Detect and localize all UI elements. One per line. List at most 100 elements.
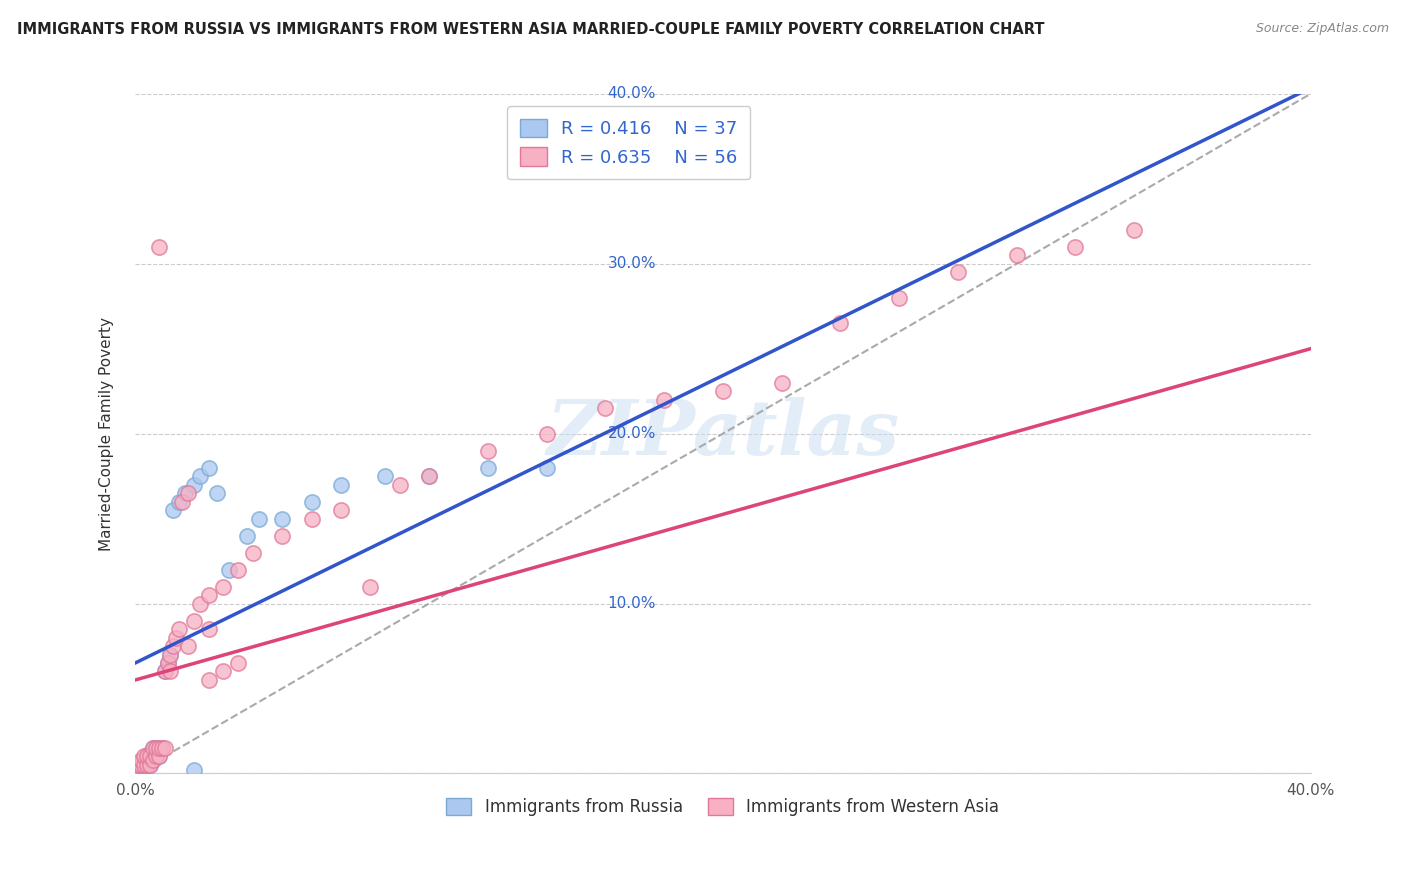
Point xyxy=(207,486,229,500)
Point xyxy=(153,741,176,756)
Point xyxy=(132,749,155,764)
Text: 40.0%: 40.0% xyxy=(607,87,657,102)
Point xyxy=(132,758,155,772)
Point xyxy=(136,758,159,772)
Point xyxy=(142,753,165,767)
Point xyxy=(388,477,411,491)
Point xyxy=(197,588,219,602)
Point xyxy=(418,469,440,483)
Point xyxy=(301,494,323,508)
Point xyxy=(162,639,184,653)
Point xyxy=(129,758,152,772)
Text: 10.0%: 10.0% xyxy=(607,596,657,611)
Point xyxy=(183,614,205,628)
Text: ZIPatlas: ZIPatlas xyxy=(547,397,900,471)
Point xyxy=(477,443,499,458)
Point xyxy=(142,741,165,756)
Point xyxy=(359,580,381,594)
Text: Source: ZipAtlas.com: Source: ZipAtlas.com xyxy=(1256,22,1389,36)
Point xyxy=(595,401,617,416)
Point xyxy=(242,545,264,559)
Point xyxy=(226,656,249,670)
Point xyxy=(652,392,675,407)
Point xyxy=(197,622,219,636)
Point xyxy=(136,749,159,764)
Point xyxy=(148,741,170,756)
Point xyxy=(177,486,200,500)
Point xyxy=(197,460,219,475)
Point xyxy=(136,758,159,772)
Point xyxy=(132,758,155,772)
Point xyxy=(145,749,167,764)
Point xyxy=(162,503,184,517)
Point xyxy=(159,648,181,662)
Point xyxy=(236,528,259,542)
Point xyxy=(159,665,181,679)
Point xyxy=(139,758,162,772)
Point xyxy=(139,746,162,760)
Text: 30.0%: 30.0% xyxy=(607,256,657,271)
Point xyxy=(271,528,294,542)
Point xyxy=(169,622,191,636)
Point xyxy=(1064,240,1087,254)
Point xyxy=(165,631,187,645)
Point xyxy=(889,291,911,305)
Point xyxy=(1123,223,1146,237)
Point xyxy=(156,656,179,670)
Point xyxy=(711,384,734,399)
Point xyxy=(536,460,558,475)
Point xyxy=(271,511,294,525)
Point xyxy=(1005,248,1028,262)
Point xyxy=(329,503,352,517)
Point xyxy=(301,511,323,525)
Point xyxy=(188,469,211,483)
Point xyxy=(148,749,170,764)
Point xyxy=(183,477,205,491)
Y-axis label: Married-Couple Family Poverty: Married-Couple Family Poverty xyxy=(100,317,114,550)
Point xyxy=(418,469,440,483)
Point xyxy=(148,749,170,764)
Point xyxy=(129,755,152,769)
Point xyxy=(132,753,155,767)
Point xyxy=(536,426,558,441)
Point xyxy=(177,639,200,653)
Point xyxy=(197,673,219,687)
Point xyxy=(174,486,197,500)
Point xyxy=(212,580,235,594)
Point xyxy=(148,741,170,756)
Point xyxy=(247,511,270,525)
Text: IMMIGRANTS FROM RUSSIA VS IMMIGRANTS FROM WESTERN ASIA MARRIED-COUPLE FAMILY POV: IMMIGRANTS FROM RUSSIA VS IMMIGRANTS FRO… xyxy=(17,22,1045,37)
Point xyxy=(212,665,235,679)
Point xyxy=(374,469,396,483)
Point xyxy=(142,741,165,756)
Point xyxy=(129,753,152,767)
Point xyxy=(139,758,162,772)
Point xyxy=(129,758,152,772)
Point xyxy=(218,563,240,577)
Point xyxy=(153,665,176,679)
Point xyxy=(156,656,179,670)
Point xyxy=(142,753,165,767)
Point xyxy=(150,741,173,756)
Legend: Immigrants from Russia, Immigrants from Western Asia: Immigrants from Russia, Immigrants from … xyxy=(440,791,1005,822)
Point xyxy=(770,376,793,390)
Point xyxy=(226,563,249,577)
Point xyxy=(169,494,191,508)
Point xyxy=(329,477,352,491)
Point xyxy=(136,749,159,764)
Point xyxy=(127,758,149,772)
Point xyxy=(183,763,205,777)
Point xyxy=(127,758,149,772)
Point xyxy=(946,265,969,279)
Point xyxy=(145,741,167,756)
Point xyxy=(145,749,167,764)
Point xyxy=(145,741,167,756)
Point xyxy=(172,494,194,508)
Point xyxy=(477,460,499,475)
Point xyxy=(139,749,162,764)
Point xyxy=(188,597,211,611)
Text: 20.0%: 20.0% xyxy=(607,426,657,442)
Point xyxy=(153,665,176,679)
Point xyxy=(150,741,173,756)
Point xyxy=(148,240,170,254)
